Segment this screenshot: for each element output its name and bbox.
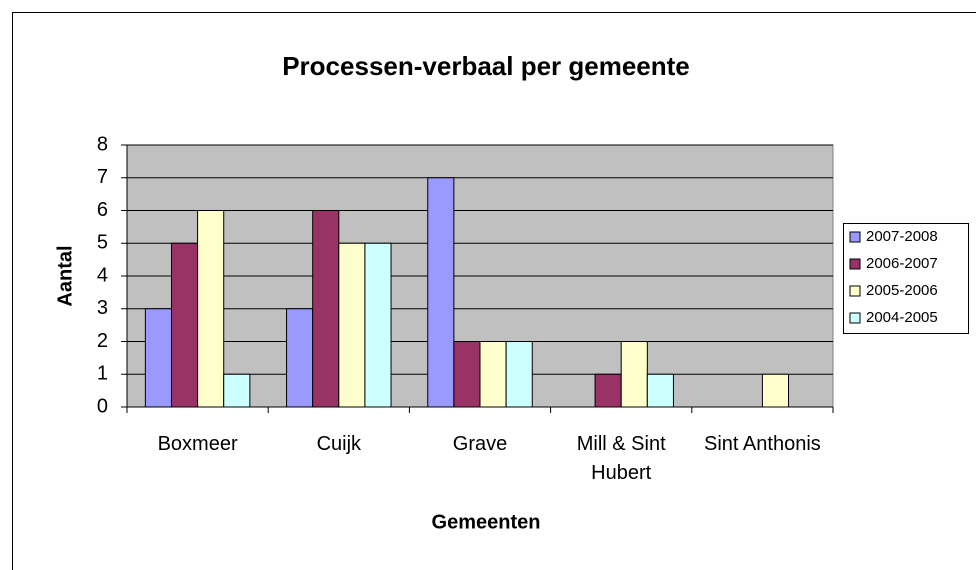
y-tick-label: 2 <box>97 330 108 352</box>
x-tick-label: Boxmeer <box>157 433 238 455</box>
bar <box>197 210 225 408</box>
bar <box>364 242 392 408</box>
bar <box>594 373 622 408</box>
chart-title: Processen-verbaal per gemeente <box>282 51 690 81</box>
legend-swatch <box>849 312 861 324</box>
bar <box>312 210 340 408</box>
legend-swatch <box>849 231 861 243</box>
y-axis-title: Aantal <box>54 245 76 306</box>
bar <box>427 177 455 408</box>
legend-box <box>843 223 969 334</box>
legend-swatch <box>849 285 861 297</box>
x-tick-label: Cuijk <box>316 433 362 455</box>
y-tick-label: 5 <box>97 232 108 254</box>
y-tick-label: 6 <box>97 199 108 221</box>
bar <box>479 341 507 408</box>
bar <box>620 341 648 408</box>
legend-label: 2004-2005 <box>866 309 938 326</box>
legend-label: 2005-2006 <box>866 282 938 299</box>
bar <box>646 373 674 408</box>
y-tick-label: 1 <box>97 363 108 385</box>
y-tick-label: 3 <box>97 297 108 319</box>
legend-label: 2007-2008 <box>866 228 938 245</box>
y-tick-label: 4 <box>97 264 108 286</box>
bar <box>453 341 481 408</box>
y-tick-label: 8 <box>97 133 108 155</box>
bar <box>286 308 314 408</box>
y-tick-label: 0 <box>97 395 108 417</box>
bar <box>170 242 199 408</box>
legend-swatch <box>849 258 861 270</box>
x-tick-label: Grave <box>452 433 508 455</box>
bar <box>338 242 366 408</box>
bar <box>223 373 251 408</box>
x-axis-title: Gemeenten <box>432 511 541 533</box>
legend-label: 2006-2007 <box>866 255 938 272</box>
bar <box>761 373 790 408</box>
y-tick-label: 7 <box>97 166 108 188</box>
bar <box>144 308 172 408</box>
x-tick-label: Mill & Sint Hubert <box>576 433 666 484</box>
bar <box>505 341 533 408</box>
x-tick-label: Sint Anthonis <box>704 433 821 455</box>
